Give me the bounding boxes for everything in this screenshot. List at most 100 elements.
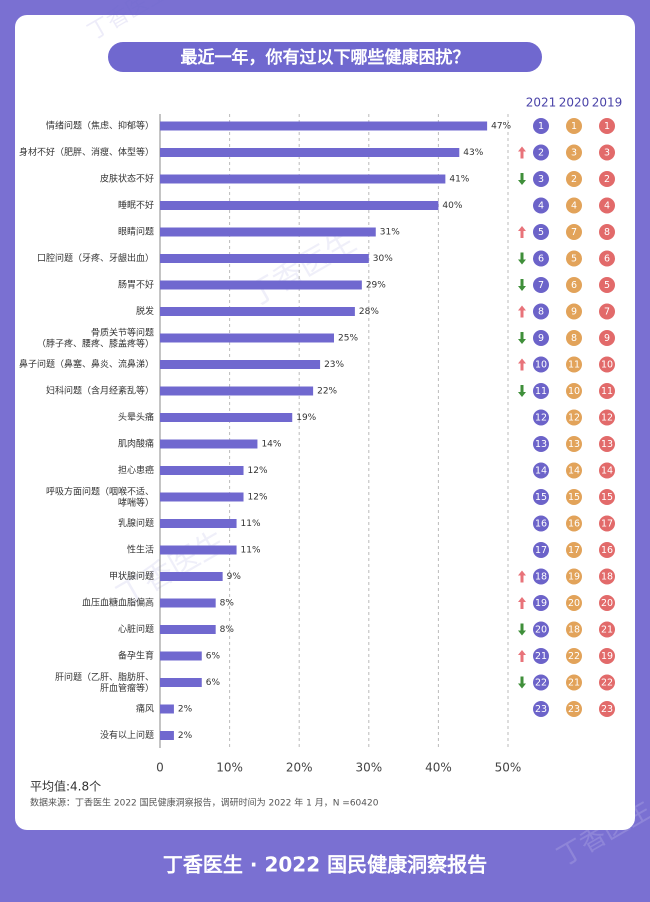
rank-header: 2020 [559, 96, 590, 110]
rank-badge [566, 674, 582, 691]
bar [160, 492, 244, 502]
y-tick-label: 肌肉酸痛 [118, 438, 154, 450]
trend-arrow [518, 597, 526, 609]
rank-badge [566, 436, 582, 452]
footer: 丁香医生 · 2022 国民健康洞察报告 [163, 853, 487, 877]
value-label: 8% [220, 625, 235, 635]
bar [160, 519, 237, 528]
y-tick-label: 乳腺问题 [118, 517, 154, 529]
source: 数据来源：丁香医生 2022 国民健康洞察报告，调研时间为 2022 年 1 月… [30, 797, 379, 809]
bar [160, 148, 460, 157]
value-label: 2% [178, 731, 193, 741]
rank-label: 2 [604, 174, 610, 185]
rank-label: 22 [535, 678, 547, 689]
y-tick-label: 备孕生育 [118, 650, 154, 662]
rank-header: 2019 [592, 96, 623, 110]
average: 平均值:4.8个 [30, 779, 101, 794]
rank-label: 20 [568, 598, 580, 609]
rank-badge [533, 621, 549, 638]
rank-badge [599, 542, 615, 558]
rank-badge [599, 515, 615, 532]
bar [160, 651, 202, 661]
y-tick-label: 眼睛问题 [118, 226, 154, 238]
bar [160, 121, 488, 131]
rank-badge [533, 674, 549, 691]
y-tick-label: 没有以上问题 [100, 729, 154, 741]
value-label: 40% [442, 201, 462, 211]
rank-badge [599, 568, 615, 585]
x-tick-label: 10% [216, 761, 243, 775]
rank-label: 15 [601, 492, 613, 503]
rank-label: 23 [535, 704, 547, 715]
rank-label: 2 [538, 148, 544, 159]
trend-arrow [518, 676, 526, 689]
rank-label: 10 [601, 360, 613, 371]
rank-label: 6 [571, 280, 577, 291]
rank-badge [599, 674, 615, 691]
rank-label: 13 [568, 439, 580, 450]
trend-arrow [518, 305, 526, 318]
y-tick-label: 血压血糖血脂偏高 [82, 597, 154, 609]
rank-badge [566, 568, 582, 585]
rank-badge [599, 701, 615, 717]
y-tick-label: 口腔问题（牙疼、牙龈出血） [37, 252, 154, 264]
bar [160, 386, 314, 396]
rank-badge [566, 303, 582, 320]
bar [160, 466, 244, 475]
rank-badge [566, 250, 582, 267]
rank-label: 9 [538, 333, 544, 344]
rank-label: 15 [535, 492, 547, 503]
rank-badge [599, 621, 615, 638]
y-tick-label: 脱发 [136, 305, 154, 317]
rank-label: 10 [568, 386, 580, 397]
rank-badge [566, 277, 582, 293]
bar [160, 307, 355, 316]
rank-badge [533, 118, 549, 134]
rank-badge [533, 409, 549, 426]
value-label: 31% [380, 228, 400, 238]
trend-arrow [518, 650, 526, 662]
rank-badge [566, 383, 582, 399]
rank-label: 16 [601, 545, 613, 556]
rank-label: 19 [601, 651, 613, 662]
y-tick-label: 骨质关节等问题（脖子疼、腰疼、膝盖疼等） [37, 326, 154, 349]
rank-badge [533, 436, 549, 452]
rank-badge [566, 621, 582, 638]
rank-label: 11 [535, 386, 547, 397]
rank-label: 12 [568, 413, 580, 424]
rank-label: 3 [538, 174, 544, 185]
y-tick-label: 呼吸方面问题（咽喉不适、哮喘等） [46, 485, 154, 508]
rank-badge [566, 595, 582, 611]
rank-badge [566, 409, 582, 426]
rank-badge [599, 171, 615, 187]
y-tick-label: 头晕头痛 [118, 411, 154, 423]
rank-badge [533, 144, 549, 161]
rank-label: 15 [568, 492, 580, 503]
rank-badge [533, 542, 549, 558]
rank-badge [599, 224, 615, 240]
rank-badge [533, 197, 549, 214]
y-tick-label: 甲状腺问题 [109, 570, 154, 582]
rank-badge [533, 595, 549, 611]
rank-label: 20 [601, 598, 613, 609]
value-label: 11% [241, 546, 261, 556]
rank-label: 18 [535, 572, 547, 583]
x-tick-label: 30% [355, 761, 382, 775]
rank-label: 14 [601, 466, 613, 477]
value-label: 43% [463, 148, 483, 158]
rank-badge [566, 489, 582, 505]
rank-badge [599, 462, 615, 479]
bar [160, 545, 237, 555]
value-label: 25% [338, 334, 358, 344]
value-label: 6% [206, 678, 221, 688]
value-label: 11% [241, 519, 261, 529]
rank-label: 6 [604, 254, 610, 265]
rank-badge [533, 515, 549, 532]
rank-badge [599, 303, 615, 320]
rank-label: 20 [535, 625, 547, 636]
y-tick-label: 皮肤状态不好 [100, 173, 154, 185]
rank-badge [533, 224, 549, 240]
trend-arrow [518, 358, 526, 371]
rank-label: 4 [538, 201, 544, 212]
bar [160, 678, 202, 687]
